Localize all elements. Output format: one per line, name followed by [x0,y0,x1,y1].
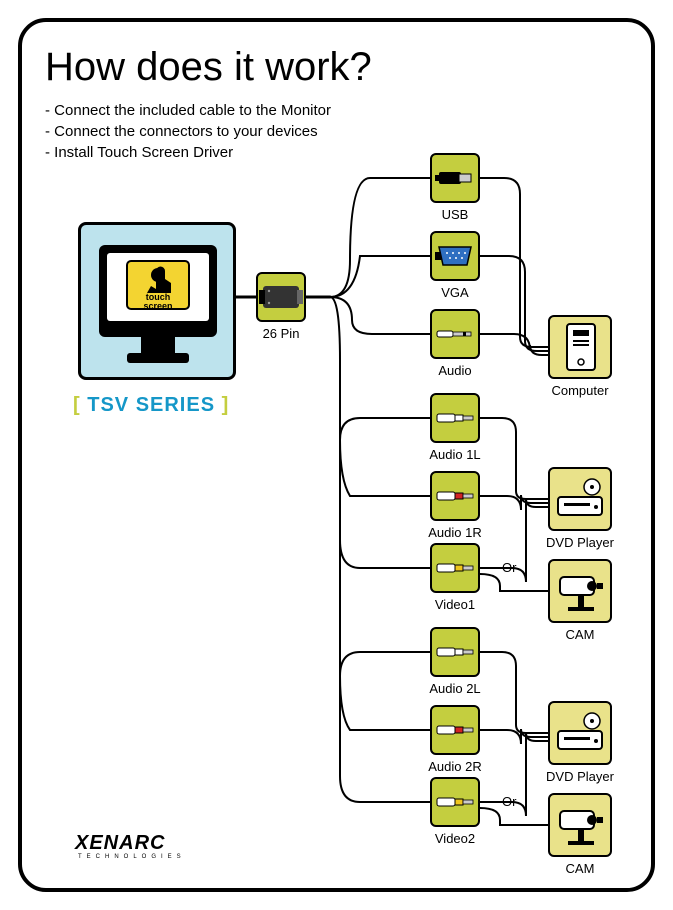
computer-device [548,315,612,379]
dvd2-label: DVD Player [540,769,620,784]
step-2: Connect the connectors to your devices [45,121,331,142]
a2r-connector [430,705,480,755]
touch-label-bot: screen [143,301,172,311]
cam1-label: CAM [540,627,620,642]
dvd1-label: DVD Player [540,535,620,550]
v2-connector [430,777,480,827]
monitor-illustration: touch screen [78,222,236,380]
brand-logo: XENARC [75,832,165,855]
or-label: Or [502,794,516,809]
vga-connector [430,231,480,281]
dvd1-device [548,467,612,531]
a2l-label: Audio 2L [415,681,495,696]
usb-connector [430,153,480,203]
step-3: Install Touch Screen Driver [45,142,331,163]
series-label: [ TSV SERIES ] [73,394,229,417]
step-1: Connect the included cable to the Monito… [45,100,331,121]
a1l-label: Audio 1L [415,447,495,462]
steps-list: Connect the included cable to the Monito… [45,100,331,163]
or-label: Or [502,560,516,575]
cam1-device [548,559,612,623]
audio-label: Audio [415,363,495,378]
cam2-label: CAM [540,861,620,876]
vga-label: VGA [415,285,495,300]
a1r-label: Audio 1R [415,525,495,540]
dvd2-device [548,701,612,765]
v1-connector [430,543,480,593]
pin-label: 26 Pin [241,326,321,341]
cam2-device [548,793,612,857]
usb-label: USB [415,207,495,222]
v1-label: Video1 [415,597,495,612]
pin-connector [256,272,306,322]
computer-label: Computer [540,383,620,398]
a1l-connector [430,393,480,443]
page-title: How does it work? [45,45,372,90]
v2-label: Video2 [415,831,495,846]
a1r-connector [430,471,480,521]
brand-sub: TECHNOLOGIES [78,854,186,860]
audio-connector [430,309,480,359]
a2l-connector [430,627,480,677]
a2r-label: Audio 2R [415,759,495,774]
